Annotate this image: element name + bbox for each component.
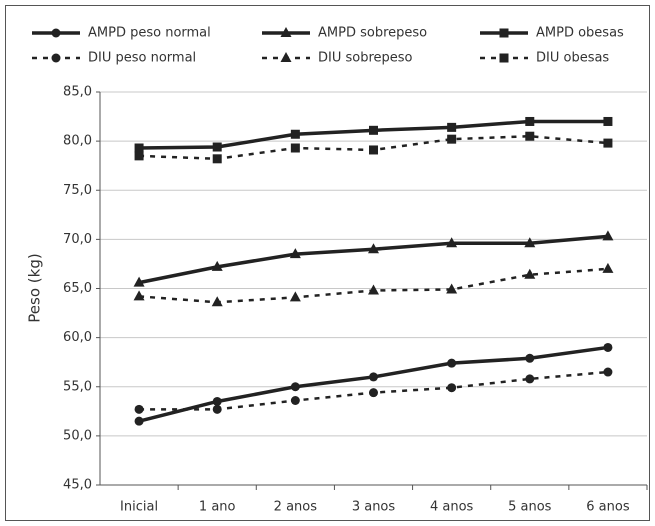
- data-point: [446, 283, 458, 294]
- data-point: [446, 237, 458, 248]
- data-point: [211, 296, 223, 307]
- data-point: [133, 290, 145, 301]
- data-point: [211, 260, 223, 271]
- data-point: [447, 383, 457, 393]
- data-point: [369, 388, 378, 398]
- x-tick-label: 3 anos: [352, 500, 396, 515]
- data-point: [447, 122, 457, 132]
- data-point: [524, 268, 536, 279]
- data-point: [602, 262, 614, 273]
- data-point: [212, 396, 222, 406]
- frame: [5, 5, 650, 521]
- data-point: [289, 248, 301, 259]
- y-tick-label: 75,0: [63, 183, 92, 198]
- y-tick-label: 55,0: [63, 379, 92, 394]
- data-point: [290, 143, 300, 153]
- y-tick-label: 85,0: [63, 85, 92, 100]
- data-point: [602, 230, 614, 241]
- legend-marker: [51, 53, 61, 63]
- legend-label: AMPD peso normal: [88, 26, 211, 41]
- data-point: [525, 353, 535, 363]
- y-tick-label: 50,0: [63, 428, 92, 443]
- data-point: [447, 358, 457, 368]
- data-point: [369, 145, 378, 155]
- legend-label: DIU sobrepeso: [318, 51, 413, 66]
- data-point: [368, 284, 379, 295]
- data-point: [447, 134, 457, 144]
- data-point: [525, 131, 535, 141]
- data-point: [134, 416, 144, 426]
- y-tick-label: 45,0: [63, 478, 92, 493]
- legend-marker: [499, 28, 509, 38]
- data-point: [603, 138, 613, 148]
- data-point: [290, 396, 300, 406]
- data-point: [134, 404, 144, 414]
- x-tick-label: 4 anos: [430, 500, 474, 515]
- data-point: [603, 116, 613, 126]
- data-point: [290, 129, 300, 139]
- x-tick-label: 2 anos: [274, 500, 318, 515]
- data-point: [524, 237, 536, 248]
- data-point: [212, 154, 222, 164]
- data-point: [289, 291, 301, 302]
- data-point: [525, 374, 535, 384]
- data-point: [212, 142, 222, 152]
- data-point: [603, 342, 613, 352]
- legend-label: AMPD sobrepeso: [318, 26, 427, 41]
- y-tick-label: 80,0: [63, 134, 92, 149]
- data-point: [603, 367, 613, 377]
- data-point: [525, 116, 535, 126]
- legend-marker: [499, 53, 509, 63]
- legend-label: DIU peso normal: [88, 51, 196, 66]
- y-tick-label: 65,0: [63, 281, 92, 296]
- x-tick-label: Inicial: [120, 500, 158, 515]
- y-axis-label: Peso (kg): [26, 253, 44, 322]
- data-point: [368, 243, 379, 254]
- y-tick-label: 60,0: [63, 330, 92, 345]
- data-point: [134, 143, 144, 153]
- data-point: [212, 404, 222, 414]
- data-point: [134, 151, 144, 161]
- x-tick-label: 1 ano: [199, 500, 236, 515]
- legend-marker: [51, 28, 61, 38]
- x-tick-label: 5 anos: [508, 500, 552, 515]
- legend-label: AMPD obesas: [536, 26, 624, 41]
- data-point: [133, 276, 145, 287]
- legend-label: DIU obesas: [536, 51, 609, 66]
- data-point: [369, 372, 378, 382]
- y-tick-label: 70,0: [63, 232, 92, 247]
- data-point: [290, 382, 300, 392]
- data-point: [369, 125, 378, 135]
- legend-marker: [280, 52, 292, 62]
- legend-marker: [280, 27, 292, 37]
- x-tick-label: 6 anos: [586, 500, 630, 515]
